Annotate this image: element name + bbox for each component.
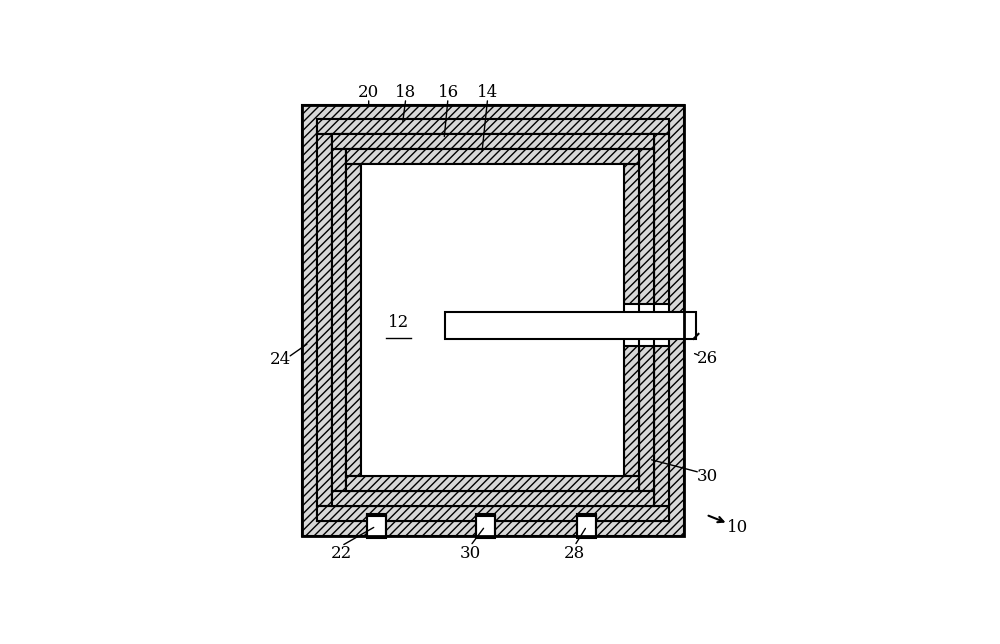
Bar bbox=[577, 514, 596, 538]
Bar bbox=[317, 135, 332, 506]
Text: 20: 20 bbox=[358, 84, 379, 100]
Bar bbox=[302, 104, 684, 536]
Bar bbox=[624, 164, 639, 304]
Bar bbox=[367, 514, 386, 538]
Text: 28: 28 bbox=[564, 545, 585, 562]
Bar bbox=[317, 119, 669, 135]
Text: 26: 26 bbox=[697, 350, 718, 368]
Bar bbox=[476, 514, 495, 538]
Text: 14: 14 bbox=[477, 84, 498, 100]
Bar bbox=[639, 346, 654, 491]
Text: 22: 22 bbox=[331, 545, 352, 562]
Text: 10: 10 bbox=[727, 519, 748, 536]
Bar bbox=[346, 477, 639, 491]
Bar bbox=[654, 346, 669, 506]
Bar bbox=[346, 477, 639, 491]
Bar bbox=[317, 119, 669, 521]
Bar bbox=[346, 149, 639, 164]
Bar bbox=[639, 149, 654, 304]
Bar bbox=[639, 346, 654, 491]
Bar bbox=[654, 135, 669, 304]
Text: 30: 30 bbox=[697, 468, 718, 485]
Bar bbox=[346, 149, 639, 164]
Bar bbox=[332, 135, 654, 149]
Bar bbox=[361, 164, 624, 477]
Bar bbox=[332, 149, 346, 491]
Bar bbox=[317, 506, 669, 521]
Bar bbox=[654, 346, 669, 506]
Text: 24: 24 bbox=[270, 352, 291, 368]
Bar bbox=[332, 135, 654, 149]
Bar bbox=[639, 149, 654, 304]
Bar bbox=[346, 164, 361, 477]
Bar bbox=[332, 135, 654, 506]
Bar bbox=[332, 491, 654, 506]
Bar bbox=[317, 506, 669, 521]
Text: 18: 18 bbox=[395, 84, 417, 100]
Bar bbox=[624, 346, 639, 477]
Bar bbox=[624, 164, 639, 304]
Bar bbox=[317, 119, 669, 135]
Bar bbox=[302, 104, 684, 536]
Bar bbox=[302, 104, 684, 536]
Text: 12: 12 bbox=[388, 314, 409, 331]
Bar bbox=[445, 312, 696, 339]
Bar bbox=[332, 491, 654, 506]
Text: 16: 16 bbox=[437, 84, 459, 100]
Bar bbox=[346, 164, 361, 477]
Bar bbox=[332, 149, 346, 491]
Bar bbox=[346, 149, 639, 491]
Bar bbox=[317, 135, 332, 506]
Bar bbox=[654, 135, 669, 304]
Bar bbox=[624, 346, 639, 477]
Text: 30: 30 bbox=[460, 545, 481, 562]
